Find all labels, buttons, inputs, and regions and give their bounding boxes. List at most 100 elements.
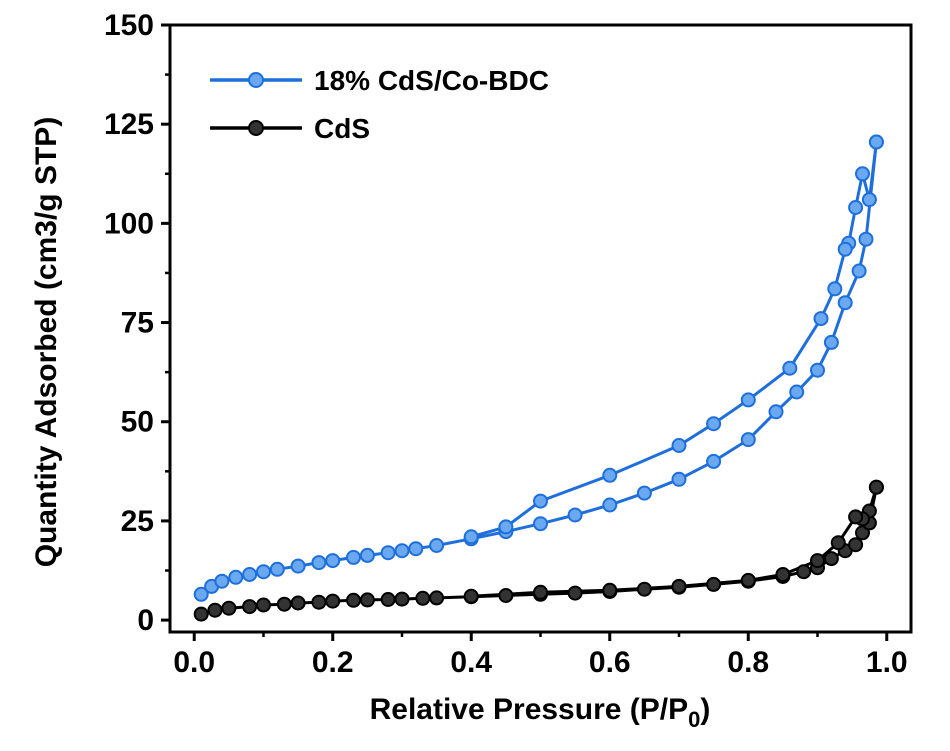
- data-point: [394, 543, 410, 559]
- data-point: [868, 134, 884, 150]
- data-point: [813, 311, 829, 327]
- y-tick-label: 125: [104, 108, 154, 141]
- data-point: [848, 537, 864, 553]
- data-point: [827, 281, 843, 297]
- data-point: [830, 535, 846, 551]
- legend: 18% CdS/Co-BDC CdS: [210, 65, 549, 144]
- data-point: [415, 590, 431, 606]
- data-point: [311, 555, 327, 571]
- data-point: [408, 541, 424, 557]
- y-axis-title-group: Quantity Adsorbed (cm3/g STP): [30, 117, 63, 568]
- data-point: [498, 588, 514, 603]
- data-point: [706, 453, 722, 469]
- data-point: [671, 438, 687, 453]
- data-point: [851, 263, 867, 279]
- data-point: [740, 392, 756, 408]
- data-point: [671, 471, 687, 487]
- data-point: [706, 576, 722, 592]
- data-point: [359, 592, 375, 608]
- data-point: [207, 602, 223, 618]
- data-point: [636, 485, 652, 501]
- data-point: [823, 334, 839, 350]
- data-point: [789, 384, 805, 400]
- x-tick-label: 0.4: [450, 646, 492, 679]
- data-point: [848, 200, 864, 215]
- x-axis-title: Relative Pressure (P/P0): [370, 693, 711, 732]
- x-axis-title-subscript: 0: [688, 707, 700, 732]
- data-point: [740, 432, 756, 448]
- data-point: [533, 516, 548, 532]
- data-point: [346, 549, 361, 565]
- data-point: [533, 493, 548, 509]
- data-point: [498, 519, 514, 535]
- data-point: [567, 507, 583, 523]
- data-point: [359, 547, 375, 563]
- data-point: [394, 591, 410, 607]
- data-point: [671, 578, 687, 594]
- x-tick-label: 0.2: [312, 646, 354, 679]
- data-point: [311, 594, 327, 610]
- data-point: [463, 588, 479, 604]
- legend-marker: [248, 72, 264, 88]
- data-point: [823, 551, 839, 567]
- data-point: [868, 479, 884, 495]
- data-point: [775, 567, 791, 582]
- y-axis-title: Quantity Adsorbed (cm3/g STP): [30, 117, 63, 568]
- data-point: [855, 166, 870, 182]
- data-point: [429, 538, 445, 553]
- data-point: [837, 241, 853, 257]
- data-point: [429, 590, 445, 606]
- data-point: [242, 599, 258, 615]
- data-point: [810, 362, 825, 378]
- x-tick-label: 0.0: [173, 646, 215, 679]
- data-point: [214, 573, 230, 589]
- plot-area: 0 25 50 75 100 125 150 0.0 0.2 0.4 0.6 0.8 1.0: [104, 9, 913, 679]
- data-point: [782, 360, 798, 376]
- data-point: [740, 572, 756, 588]
- legend-label: CdS: [314, 113, 370, 144]
- data-point: [858, 231, 874, 247]
- y-tick-label: 75: [121, 307, 154, 340]
- data-point: [463, 529, 479, 545]
- data-point: [325, 593, 341, 609]
- data-point: [380, 592, 396, 607]
- data-point: [768, 404, 784, 420]
- y-tick-label: 100: [104, 207, 154, 240]
- data-point: [269, 561, 285, 577]
- x-axis-title-close: ): [700, 693, 710, 726]
- legend-label: 18% CdS/Co-BDC: [314, 65, 549, 96]
- data-point: [796, 564, 812, 580]
- data-point: [380, 545, 396, 561]
- data-point: [602, 497, 618, 513]
- data-point: [221, 600, 237, 616]
- legend-marker: [248, 120, 264, 136]
- data-point: [193, 586, 209, 602]
- data-point: [256, 564, 271, 580]
- data-point: [325, 553, 341, 569]
- y-tick-label: 50: [121, 406, 154, 439]
- x-axis-title-main: Relative Pressure (P/P: [370, 693, 689, 726]
- data-point: [193, 606, 209, 622]
- data-point: [256, 597, 271, 613]
- data-point: [346, 592, 361, 608]
- data-point: [276, 596, 292, 612]
- data-point: [242, 567, 258, 582]
- x-tick-label: 0.6: [589, 646, 631, 679]
- data-point: [706, 416, 722, 432]
- data-point: [636, 581, 652, 597]
- data-point: [602, 467, 618, 483]
- y-tick-label: 0: [137, 604, 154, 637]
- data-point: [290, 558, 306, 574]
- data-point: [228, 569, 244, 585]
- data-point: [837, 295, 853, 311]
- x-tick-label: 1.0: [866, 646, 908, 679]
- data-point: [290, 595, 306, 611]
- data-point: [602, 582, 618, 598]
- data-point: [848, 509, 864, 525]
- data-point: [810, 553, 825, 569]
- x-tick-label: 0.8: [727, 646, 769, 679]
- y-tick-label: 25: [121, 505, 154, 538]
- data-point: [567, 585, 583, 601]
